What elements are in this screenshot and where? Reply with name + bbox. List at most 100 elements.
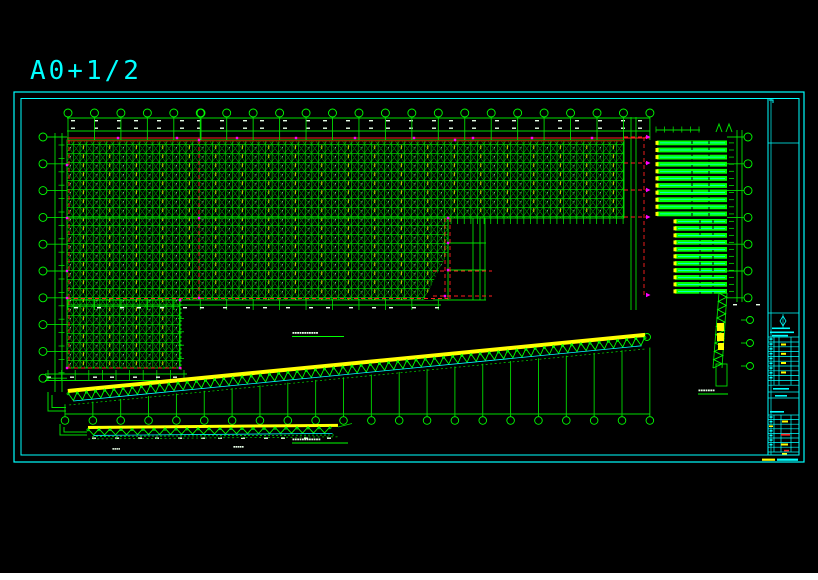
grid-bubble [144, 416, 153, 425]
truss-node [174, 427, 178, 431]
grid-bubble [746, 362, 754, 370]
grid-bubble [746, 339, 754, 347]
dimension-text-mark [110, 376, 114, 378]
roof-lattice-region [66, 217, 449, 301]
dimension-text-mark [157, 127, 161, 129]
truss-node [149, 384, 152, 388]
truss-node [213, 378, 217, 382]
roof-lattice-region [66, 299, 181, 369]
title-block-row-label [769, 430, 773, 432]
grid-bubble [63, 108, 73, 118]
grid-bubble [38, 373, 48, 383]
truss-node [359, 363, 363, 367]
grid-bubble [283, 416, 293, 425]
dimension-text-mark [197, 120, 201, 122]
louver-bar-end [673, 282, 677, 287]
truss-node [579, 342, 583, 346]
truss-node [597, 340, 601, 344]
dimension-text-mark [264, 437, 268, 439]
truss-dashed-line [69, 348, 647, 406]
truss-node [258, 373, 262, 377]
dimension-text-mark [281, 437, 285, 439]
dimension-text-mark [241, 437, 245, 439]
dimension-text-mark [304, 437, 308, 439]
dimension-text-mark [283, 120, 287, 122]
truss-node [432, 356, 436, 360]
grid-bubble [38, 320, 48, 330]
grid-intersection-dot [175, 136, 179, 140]
dimension-text-mark [472, 120, 476, 122]
truss-node [240, 427, 244, 430]
truss-node [423, 357, 427, 361]
grid-bubble [433, 108, 443, 118]
dimension-text-mark [218, 437, 222, 439]
louver-bar-end [655, 211, 659, 216]
truss-node [487, 351, 491, 355]
grid-bubble [60, 416, 70, 425]
truss-node [328, 426, 332, 430]
dimension-text-mark [243, 120, 247, 122]
louver-bar-end [673, 289, 677, 294]
dimension-text-mark [349, 307, 353, 309]
grid-bubble [199, 416, 209, 425]
dimension-text-mark [327, 437, 331, 439]
dimension-text-mark [535, 120, 539, 122]
leader-arrow [646, 160, 651, 166]
dimension-text-mark [160, 307, 164, 309]
dimension-text-mark [246, 307, 250, 309]
truss-node [313, 368, 317, 372]
truss-top-chord [67, 332, 646, 393]
grid-bubble [354, 108, 364, 118]
truss-node [86, 428, 90, 432]
dimension-text-mark [372, 307, 376, 309]
title-block-stamp [784, 449, 789, 452]
truss-node [643, 336, 647, 340]
truss-node [396, 360, 400, 364]
dimension-text-mark [71, 120, 75, 122]
truss-bottom-chord [73, 345, 642, 402]
dimension-text-mark [472, 127, 476, 129]
truss-node [469, 353, 473, 357]
truss-node [103, 388, 107, 392]
grid-bubble [339, 416, 348, 425]
truss-node [533, 346, 537, 350]
grid-bubble [227, 416, 237, 425]
truss-node [515, 348, 519, 352]
bracket-mark [63, 427, 87, 433]
dimension-text-mark [326, 307, 330, 309]
dimension-text-mark [535, 127, 539, 129]
louver-bar-end [673, 233, 677, 238]
louver-bar-end [673, 254, 677, 259]
truss-node [306, 426, 310, 430]
truss-node [167, 382, 171, 386]
truss-node [634, 337, 638, 341]
minitruss-web [712, 292, 728, 369]
dimension-text-mark [323, 127, 327, 129]
truss-node [262, 426, 266, 430]
grid-intersection-dot [443, 294, 447, 298]
grid-intersection-dot [197, 138, 201, 142]
truss-node [295, 426, 299, 430]
grid-bubble [534, 416, 543, 425]
truss-node [478, 352, 482, 356]
dimension-text-mark [93, 376, 97, 378]
roof-lattice-region [66, 139, 625, 219]
drawing-frame-inner [20, 98, 800, 456]
dimension-text-mark [197, 127, 201, 129]
grid-bubble [311, 416, 320, 425]
dimension-text-mark [220, 127, 224, 129]
drawing-caption: ▪▪▪▪ [112, 446, 120, 451]
sheet-title-label: A0+1/2 [30, 56, 142, 86]
dimension-text-mark [183, 307, 187, 309]
grid-bubble [743, 212, 753, 222]
dimension-text-mark [512, 127, 516, 129]
grid-intersection-dot [65, 163, 69, 167]
truss-node [268, 372, 271, 376]
grid-bubble [460, 108, 470, 118]
grid-intersection-dot [446, 241, 450, 245]
leader-arrow [646, 292, 651, 298]
dimension-text-mark [180, 120, 184, 122]
louver-bar-end [655, 155, 659, 160]
dimension-text-mark [260, 120, 264, 122]
